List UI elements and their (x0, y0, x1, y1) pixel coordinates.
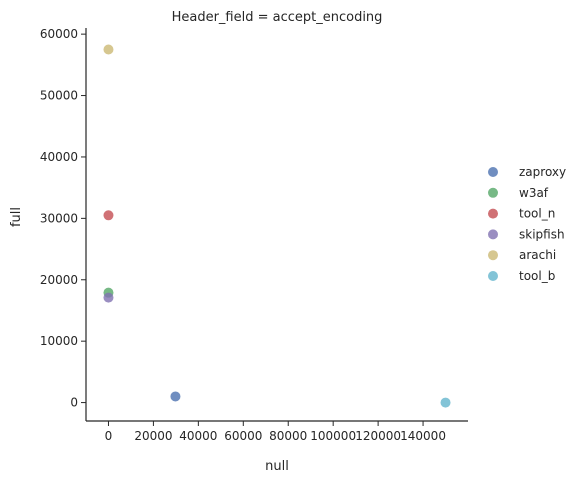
legend-label-tool-b: tool_b (519, 269, 555, 283)
x-tick-label: 80000 (269, 429, 307, 443)
x-tick-label: 120000 (355, 429, 401, 443)
y-tick-label: 30000 (40, 211, 78, 225)
data-point-tool-n (103, 210, 114, 221)
y-axis-ticks: 0 10000 20000 30000 40000 50000 60000 (40, 27, 86, 410)
legend-marker-w3af (488, 187, 498, 198)
x-tick-label: 60000 (224, 429, 262, 443)
legend-label-tool-n: tool_n (519, 207, 555, 221)
x-tick-label: 20000 (134, 429, 172, 443)
x-tick-label: 0 (105, 429, 113, 443)
y-tick-label: 0 (70, 396, 78, 410)
legend-label-zaproxy: zaproxy (519, 165, 566, 179)
data-point-zaproxy (170, 391, 181, 402)
legend-marker-zaproxy (488, 167, 498, 177)
legend-label-skipfish: skipfish (519, 227, 565, 241)
legend-marker-arachi (488, 250, 498, 261)
legend-marker-tool-b (488, 271, 498, 281)
data-points (103, 44, 451, 408)
data-point-arachi (103, 44, 114, 55)
axes (85, 28, 468, 422)
x-tick-label: 100000 (310, 429, 356, 443)
y-tick-label: 50000 (40, 89, 78, 103)
legend: zaproxy w3af tool_n skipfish arachi tool_b (488, 165, 566, 283)
y-axis-label: full (9, 207, 24, 227)
legend-label-w3af: w3af (519, 186, 549, 200)
legend-label-arachi: arachi (519, 248, 556, 262)
legend-marker-skipfish (488, 229, 498, 240)
x-axis-label: null (265, 459, 289, 474)
legend-marker-tool-n (488, 208, 498, 219)
data-point-skipfish (103, 292, 114, 303)
chart-title: Header_field = accept_encoding (172, 10, 383, 25)
y-tick-label: 40000 (40, 150, 78, 164)
y-tick-label: 60000 (40, 27, 78, 41)
y-tick-label: 10000 (40, 334, 78, 348)
x-axis-ticks: 0 20000 40000 60000 80000 100000 120000 140000 (105, 421, 446, 443)
y-tick-label: 20000 (40, 273, 78, 287)
data-point-tool-b (440, 397, 451, 408)
x-tick-label: 140000 (400, 429, 446, 443)
x-tick-label: 40000 (179, 429, 217, 443)
